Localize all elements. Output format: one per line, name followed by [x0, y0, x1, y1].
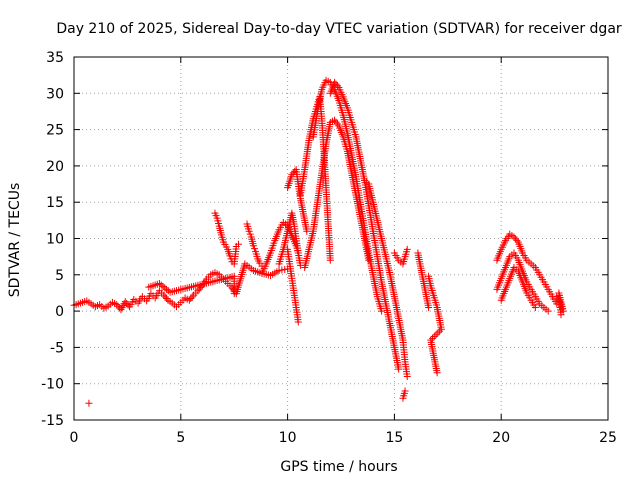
point-arc-19 [430, 333, 438, 341]
point-arc-20 [513, 236, 521, 244]
point-arc-10b [303, 227, 311, 235]
point-baseline [113, 301, 121, 309]
y-tick-label: 5 [55, 268, 64, 284]
point-arc-23 [557, 311, 565, 319]
point-arc-17 [401, 387, 409, 395]
point-arc-19 [428, 334, 436, 342]
point-arc-08 [250, 245, 258, 253]
point-arc-20 [511, 235, 519, 243]
point-baseline [164, 287, 172, 295]
point-arc-19 [434, 329, 442, 337]
point-baseline [161, 293, 169, 301]
y-tick-label: -5 [50, 340, 64, 356]
x-tick-label: 10 [279, 430, 297, 446]
point-baseline [114, 302, 122, 310]
point-arc-19 [436, 327, 444, 335]
plot-frame [73, 56, 609, 421]
point-arc-19 [437, 325, 445, 333]
point-baseline [163, 285, 171, 293]
point-arc-22 [531, 303, 539, 311]
y-tick-label: 10 [46, 232, 64, 248]
point-baseline [157, 281, 165, 289]
point-baseline [195, 285, 203, 293]
point-arc-10b [289, 169, 297, 177]
point-baseline [188, 293, 196, 301]
point-arc-19 [432, 331, 440, 339]
point-arc-15 [395, 365, 403, 373]
point-arc-13 [326, 256, 334, 264]
x-tick-label: 25 [599, 430, 617, 446]
x-tick-label: 0 [70, 430, 79, 446]
point-arc-07 [234, 240, 242, 248]
y-tick-label: -15 [41, 413, 64, 429]
data-points [70, 76, 567, 407]
point-arc-20 [510, 233, 518, 241]
y-tick-label: 20 [46, 159, 64, 175]
tick-labels: 0 5 10 15 20 25 -15 -10 -5 0 5 10 15 20 25 30 35 [41, 50, 617, 446]
x-tick-label: 15 [385, 430, 403, 446]
point-baseline [124, 301, 132, 309]
point-arc-14 [378, 307, 386, 315]
point-arc-15 [331, 78, 339, 86]
y-axis-title: SDTVAR / TECUs [7, 183, 23, 298]
x-tick-label: 20 [492, 430, 510, 446]
point-baseline [123, 299, 131, 307]
point-baseline [230, 290, 238, 298]
point-arc-07 [226, 252, 234, 260]
point-arc-15 [332, 80, 340, 88]
point-baseline [121, 298, 129, 306]
y-tick-label: -10 [41, 377, 64, 393]
y-tick-label: 30 [46, 86, 64, 102]
grid-lines [74, 57, 608, 420]
point-baseline [185, 296, 193, 304]
point-baseline [163, 295, 171, 303]
chart-title: Day 210 of 2025, Sidereal Day-to-day VTE… [56, 21, 622, 37]
point-baseline [85, 399, 93, 407]
point-baseline [161, 284, 169, 292]
x-axis-title: GPS time / hours [280, 459, 397, 475]
point-arc-17 [403, 245, 411, 253]
point-arc-15 [333, 82, 341, 90]
point-arc-16 [403, 372, 411, 380]
y-tick-label: 0 [55, 304, 64, 320]
point-baseline [159, 282, 167, 290]
x-tick-label: 5 [176, 430, 185, 446]
point-arc-21 [544, 307, 552, 315]
y-tick-label: 35 [46, 50, 64, 66]
point-baseline [155, 280, 163, 288]
point-baseline [187, 295, 195, 303]
point-arc-11 [294, 318, 302, 326]
y-tick-label: 25 [46, 123, 64, 139]
point-arc-08 [245, 227, 253, 235]
y-tick-label: 15 [46, 195, 64, 211]
point-baseline [160, 291, 168, 299]
point-arc-08 [249, 242, 257, 250]
point-arc-19 [433, 369, 441, 377]
point-arc-08 [246, 230, 254, 238]
point-arc-18 [425, 303, 433, 311]
